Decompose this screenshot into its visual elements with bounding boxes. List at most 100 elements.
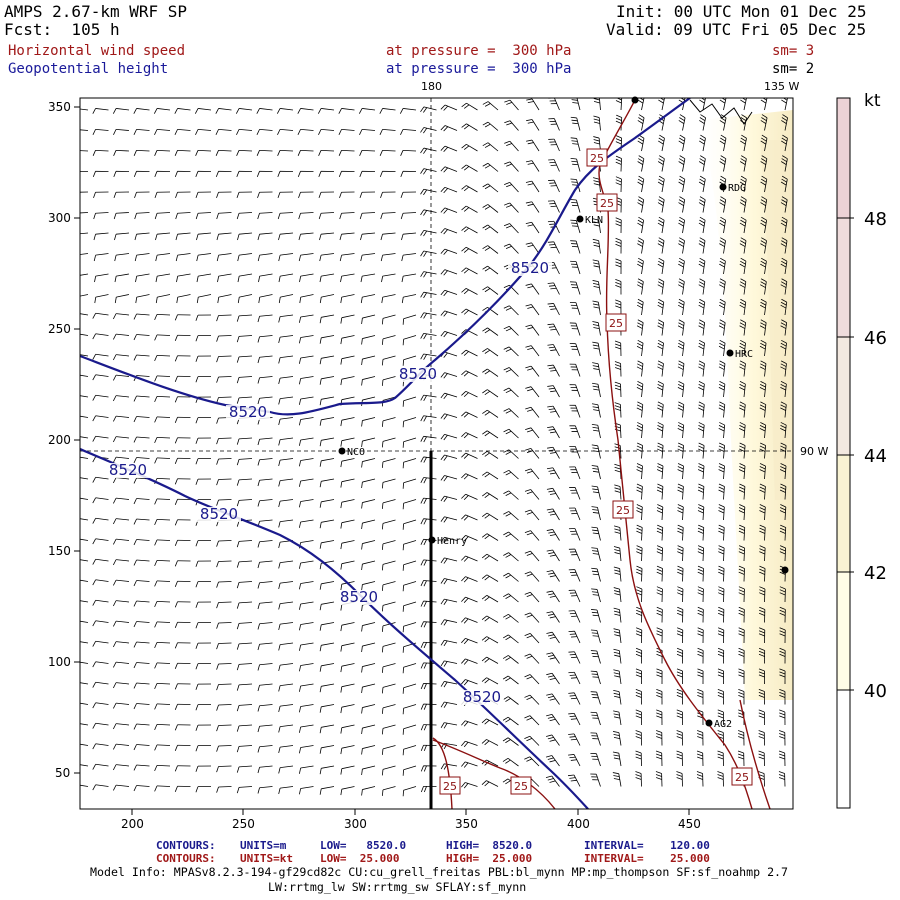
wind-barb xyxy=(113,149,130,156)
wind-barb xyxy=(760,216,768,234)
wind-barb xyxy=(92,538,109,545)
wind-barb xyxy=(718,381,726,398)
wind-barb xyxy=(338,108,355,114)
wind-barb xyxy=(738,647,745,664)
wind-barb xyxy=(718,463,725,480)
wind-barb xyxy=(113,395,130,402)
height-contour-label: 8520 xyxy=(511,259,549,277)
wind-barb xyxy=(257,232,273,241)
wind-barb xyxy=(547,282,560,295)
wind-barb xyxy=(613,669,622,685)
wind-barb xyxy=(502,716,519,726)
wind-barb xyxy=(546,631,560,644)
wind-barb xyxy=(739,422,746,439)
wind-barb xyxy=(133,682,150,689)
wind-barb xyxy=(758,750,765,767)
wind-barb xyxy=(92,415,109,422)
wind-barb xyxy=(759,422,767,439)
wind-barb xyxy=(400,191,417,199)
wind-barb xyxy=(215,149,232,156)
wind-barb xyxy=(698,237,706,254)
wind-barb xyxy=(591,547,601,562)
wind-barb xyxy=(237,273,253,283)
field2-level: at pressure = 300 hPa xyxy=(386,61,572,77)
wind-barb xyxy=(93,212,109,220)
wind-barb xyxy=(174,683,191,690)
wind-barb xyxy=(361,376,376,386)
wind-barb xyxy=(133,416,150,423)
wind-barb xyxy=(92,312,109,319)
wind-barb xyxy=(461,143,478,152)
wind-barb xyxy=(738,627,745,644)
wind-barb xyxy=(154,375,171,382)
wind-barb xyxy=(154,518,171,526)
wind-barb xyxy=(440,619,458,626)
wind-barb xyxy=(780,319,788,336)
colorbar-tick-label: 44 xyxy=(864,446,887,467)
wind-barb xyxy=(216,458,232,465)
wind-barb xyxy=(656,565,663,582)
wind-barb xyxy=(92,722,109,729)
wind-barb xyxy=(381,335,396,345)
wind-barb xyxy=(216,314,232,322)
wind-barb xyxy=(278,724,294,733)
wind-barb xyxy=(440,701,458,708)
wind-barb xyxy=(738,689,745,705)
wind-barb xyxy=(361,396,376,407)
wind-barb xyxy=(319,745,335,754)
wind-barb xyxy=(440,763,458,770)
wind-barb xyxy=(760,237,767,254)
wind-barb xyxy=(361,519,376,530)
wind-barb xyxy=(216,191,232,199)
wind-barb xyxy=(503,408,519,418)
wind-barb xyxy=(154,416,171,423)
wind-barb xyxy=(400,170,417,178)
wind-barb xyxy=(440,557,458,564)
wind-barb xyxy=(697,606,704,623)
wind-contour-label: 25 xyxy=(443,780,457,793)
wind-barb xyxy=(80,108,89,111)
wind-barb xyxy=(195,149,212,156)
wind-barb xyxy=(504,140,519,152)
wind-barb xyxy=(277,149,294,156)
wind-barb xyxy=(195,376,212,383)
wind-barb xyxy=(759,586,766,603)
wind-barb xyxy=(481,574,499,582)
wind-barb xyxy=(92,661,109,668)
wind-barb xyxy=(319,437,335,447)
wind-barb xyxy=(676,730,683,746)
wind-barb xyxy=(278,417,294,426)
wind-barb xyxy=(739,381,746,398)
wind-barb xyxy=(154,313,171,321)
footer-height-interval: INTERVAL= 120.00 xyxy=(584,839,710,852)
wind-barb xyxy=(195,191,212,199)
wind-barb xyxy=(677,298,685,316)
wind-barb xyxy=(319,663,335,672)
wind-barb xyxy=(718,422,726,439)
wind-barb xyxy=(135,294,150,304)
wind-barb xyxy=(481,677,499,685)
wind-barb xyxy=(317,108,335,114)
wind-barb xyxy=(678,216,686,234)
height-contour-label: 8520 xyxy=(399,365,437,383)
wind-barb xyxy=(779,504,787,521)
wind-barb xyxy=(759,545,766,562)
wind-barb xyxy=(174,149,191,156)
wind-barb xyxy=(299,622,314,631)
wind-barb xyxy=(420,477,437,484)
wind-barb xyxy=(319,765,335,775)
wind-barb xyxy=(697,565,704,582)
wind-barb xyxy=(420,600,437,607)
wind-barb xyxy=(461,493,478,501)
wind-barb xyxy=(195,786,212,793)
wind-barb xyxy=(677,483,684,500)
wind-barb xyxy=(613,546,622,562)
wind-barb xyxy=(615,98,623,111)
wind-barb xyxy=(656,627,663,644)
wind-barb xyxy=(717,668,724,685)
wind-barb xyxy=(461,761,478,768)
wind-barb xyxy=(440,413,458,420)
wind-barb xyxy=(236,581,253,589)
wind-barb xyxy=(482,183,499,193)
wind-barb xyxy=(656,689,663,705)
